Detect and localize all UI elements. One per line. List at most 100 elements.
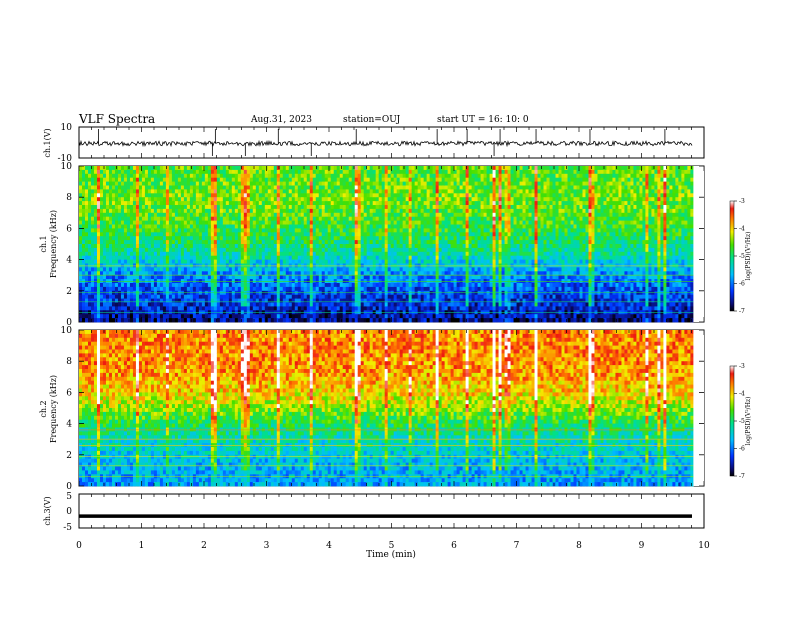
spectrogram-cell [160,248,163,252]
spectrogram-cell [448,178,451,182]
spectrogram-cell [337,314,340,318]
spectrogram-cell [370,228,373,232]
spectrogram-cell [364,182,367,186]
spectrogram-cell [271,186,274,190]
spectrogram-cell [373,182,376,186]
spectrogram-cell [181,221,184,225]
spectrogram-cell [100,275,103,279]
spectrogram-cell [226,244,229,248]
spectrogram-cell [202,260,205,264]
spectrogram-cell [259,186,262,190]
spectrogram-cell [415,240,418,244]
spectrogram-cell [391,248,394,252]
spectrogram-cell [139,189,142,193]
spectrogram-cell [184,303,187,307]
spectrogram-cell [196,244,199,248]
spectrogram-cell [277,209,280,213]
spectrogram-cell [154,275,157,279]
spectrogram-cell [178,236,181,240]
spectrogram-cell [241,295,244,299]
spectrogram-cell [124,287,127,291]
spectrogram-cell [361,306,364,310]
spectrogram-cell [445,201,448,205]
spectrogram-cell [424,217,427,221]
spectrogram-cell [262,252,265,256]
spectrogram-cell [202,186,205,190]
spectrogram-cell [172,178,175,182]
spectrogram-cell [259,287,262,291]
spectrogram-cell [142,189,145,193]
spectrogram-cell [115,314,118,318]
spectrogram-cell [145,318,148,322]
spectrogram-cell [91,209,94,213]
spectrogram-cell [199,232,202,236]
spectrogram-cell [355,303,358,307]
spectrogram-cell [322,221,325,225]
spectrogram-cell [136,193,139,197]
spectrogram-cell [94,193,97,197]
spectrogram-cell [277,232,280,236]
spectrogram-cell [280,213,283,217]
spectrogram-cell [79,248,82,252]
spectrogram-cell [265,275,268,279]
spectrogram-cell [187,303,190,307]
spectrogram-cell [340,189,343,193]
spectrogram-cell [184,193,187,197]
spectrogram-cell [418,248,421,252]
spectrogram-cell [187,314,190,318]
spectrogram-cell [115,193,118,197]
spectrogram-cell [91,189,94,193]
spectrogram-cell [166,189,169,193]
spectrogram-cell [427,178,430,182]
spectrogram-cell [271,193,274,197]
spectrogram-cell [103,182,106,186]
spectrogram-cell [313,287,316,291]
spectrogram-cell [448,256,451,260]
spectrogram-cell [211,236,214,240]
spectrogram-cell [307,225,310,229]
spectrogram-cell [157,174,160,178]
spectrogram-cell [304,193,307,197]
spectrogram-cell [385,197,388,201]
spectrogram-cell [349,236,352,240]
spectrogram-cell [238,174,241,178]
spectrogram-cell [361,189,364,193]
spectrogram-cell [430,295,433,299]
spectrogram-cell [106,186,109,190]
spectrogram-cell [235,267,238,271]
spectrogram-cell [301,205,304,209]
spectrogram-cell [109,166,112,170]
spectrogram-cell [130,174,133,178]
spectrogram-cell [244,217,247,221]
spectrogram-cell [169,260,172,264]
spectrogram-cell [325,314,328,318]
spectrogram-cell [178,174,181,178]
spectrogram-cell [325,283,328,287]
spectrogram-cell [349,213,352,217]
spectrogram-cell [268,236,271,240]
spectrogram-cell [412,221,415,225]
spectrogram-cell [442,267,445,271]
spectrogram-cell [361,248,364,252]
spectrogram-cell [193,275,196,279]
spectrogram-cell [97,248,100,252]
spectrogram-cell [430,182,433,186]
spectrogram-cell [442,174,445,178]
spectrogram-cell [262,232,265,236]
spectrogram-cell [313,260,316,264]
spectrogram-cell [274,256,277,260]
spectrogram-cell [109,306,112,310]
spectrogram-cell [220,295,223,299]
spectrogram-cell [391,299,394,303]
spectrogram-cell [256,260,259,264]
spectrogram-cell [268,201,271,205]
spectrogram-cell [85,209,88,213]
spectrogram-cell [325,193,328,197]
spectrogram-cell [385,248,388,252]
spectrogram-cell [199,252,202,256]
spectrogram-cell [403,221,406,225]
spectrogram-cell [313,303,316,307]
spectrogram-cell [346,314,349,318]
spectrogram-cell [253,209,256,213]
spectrogram-cell [97,186,100,190]
